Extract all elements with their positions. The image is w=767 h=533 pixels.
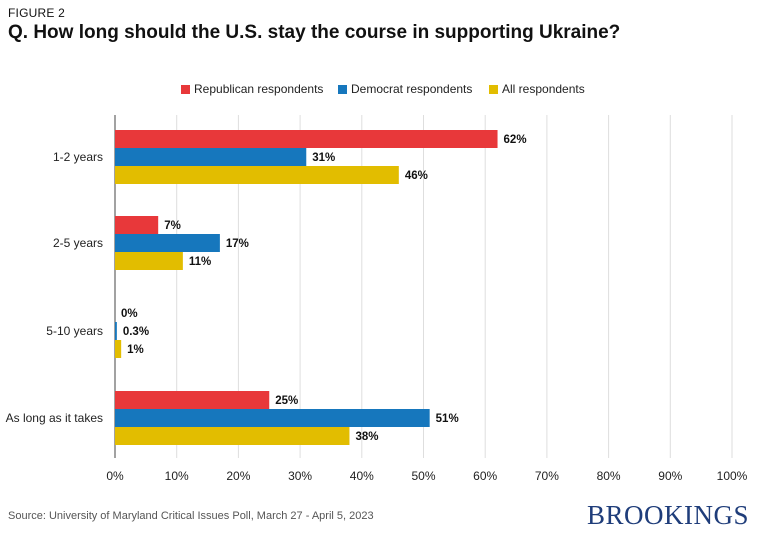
data-label: 17%	[226, 238, 249, 250]
x-tick-label: 70%	[535, 469, 559, 483]
bar	[115, 148, 307, 166]
legend-label-republican: Republican respondents	[194, 82, 324, 96]
legend-swatch-all	[489, 84, 498, 94]
x-tick-label: 40%	[350, 469, 374, 483]
bar	[115, 130, 498, 148]
legend-label-democrat: Democrat respondents	[351, 82, 473, 96]
bar	[115, 427, 350, 445]
bar	[115, 216, 159, 234]
category-label: 1-2 years	[53, 150, 103, 164]
category-label: As long as it takes	[6, 411, 103, 425]
data-label: 62%	[504, 134, 527, 146]
figure-label: FIGURE 2	[8, 6, 65, 20]
legend-item-republican: Republican respondents	[181, 82, 323, 96]
brookings-logo: BROOKINGS	[586, 500, 749, 530]
x-tick-label: 80%	[597, 469, 621, 483]
legend-swatch-democrat	[338, 84, 347, 94]
data-label: 0%	[121, 308, 138, 320]
chart-title: Q. How long should the U.S. stay the cou…	[8, 22, 621, 43]
data-label: 38%	[355, 431, 378, 443]
bar	[115, 252, 183, 270]
bar	[115, 322, 117, 340]
bar	[115, 234, 220, 252]
bar	[115, 391, 270, 409]
x-tick-label: 60%	[473, 469, 497, 483]
data-label: 1%	[127, 344, 144, 356]
data-label: 25%	[275, 395, 298, 407]
bar	[115, 166, 399, 184]
legend-swatch-republican	[181, 84, 190, 94]
data-label: 31%	[312, 152, 335, 164]
category-label: 5-10 years	[46, 324, 103, 338]
legend: Republican respondents Democrat responde…	[0, 82, 767, 98]
category-label: 2-5 years	[53, 236, 103, 250]
x-tick-label: 10%	[165, 469, 189, 483]
bar	[115, 409, 430, 427]
x-tick-label: 20%	[226, 469, 250, 483]
x-tick-label: 90%	[658, 469, 682, 483]
legend-item-all: All respondents	[489, 82, 585, 96]
data-label: 46%	[405, 170, 428, 182]
x-tick-label: 50%	[411, 469, 435, 483]
x-tick-label: 100%	[717, 469, 748, 483]
data-label: 0.3%	[123, 326, 149, 338]
data-label: 51%	[436, 413, 459, 425]
data-label: 11%	[189, 256, 211, 268]
legend-label-all: All respondents	[502, 82, 585, 96]
x-tick-label: 30%	[288, 469, 312, 483]
bar	[115, 340, 122, 358]
x-tick-label: 0%	[106, 469, 124, 483]
legend-item-democrat: Democrat respondents	[338, 82, 472, 96]
data-label: 7%	[164, 220, 181, 232]
source-note: Source: University of Maryland Critical …	[8, 510, 374, 522]
